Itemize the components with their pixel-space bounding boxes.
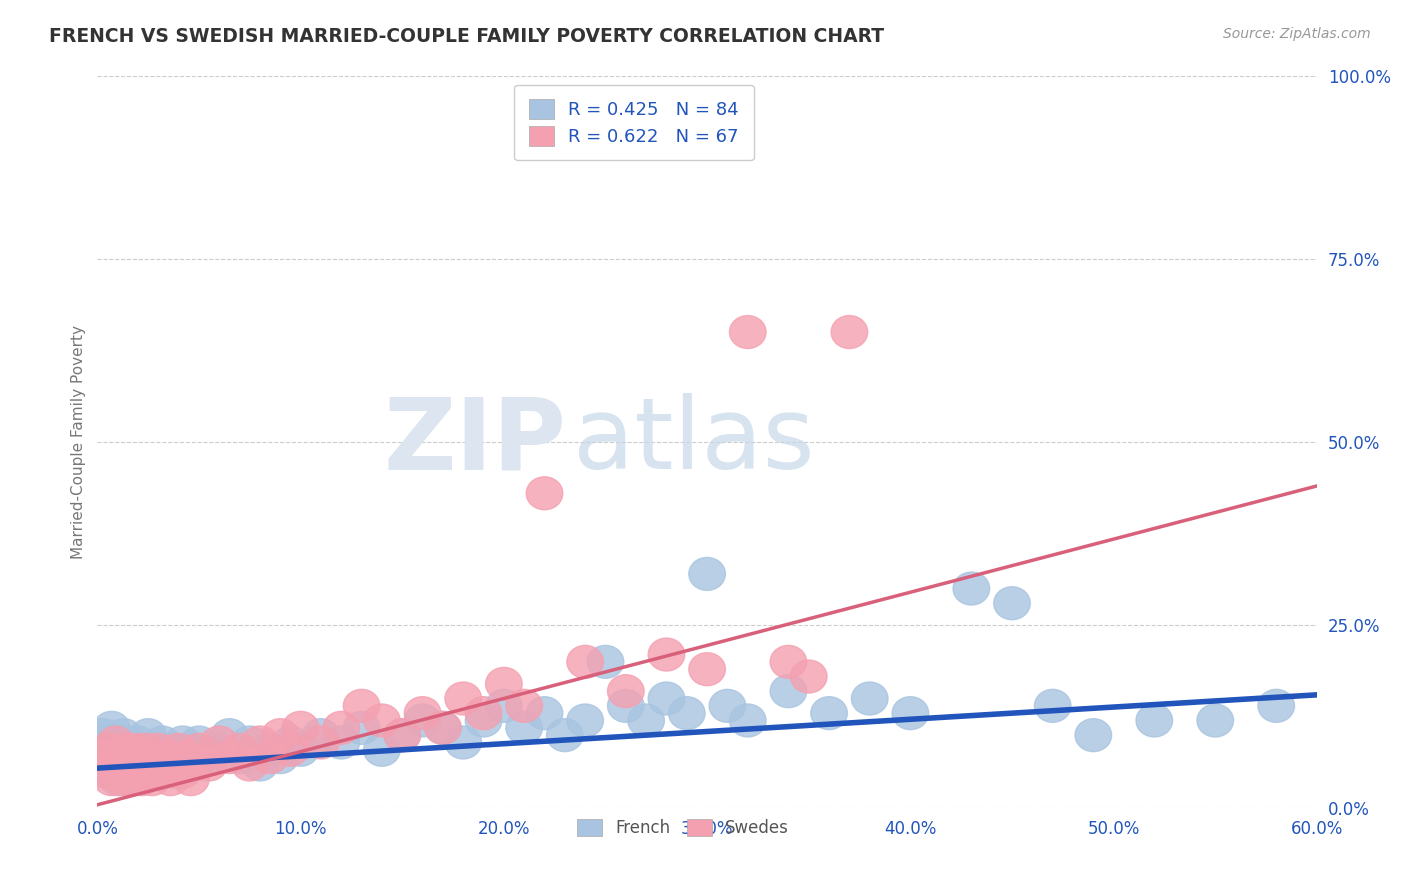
Legend: French, Swedes: French, Swedes — [569, 813, 796, 844]
Text: Source: ZipAtlas.com: Source: ZipAtlas.com — [1223, 27, 1371, 41]
Text: ZIP: ZIP — [384, 393, 567, 491]
Text: atlas: atlas — [574, 393, 814, 491]
Text: FRENCH VS SWEDISH MARRIED-COUPLE FAMILY POVERTY CORRELATION CHART: FRENCH VS SWEDISH MARRIED-COUPLE FAMILY … — [49, 27, 884, 45]
Y-axis label: Married-Couple Family Poverty: Married-Couple Family Poverty — [72, 325, 86, 559]
